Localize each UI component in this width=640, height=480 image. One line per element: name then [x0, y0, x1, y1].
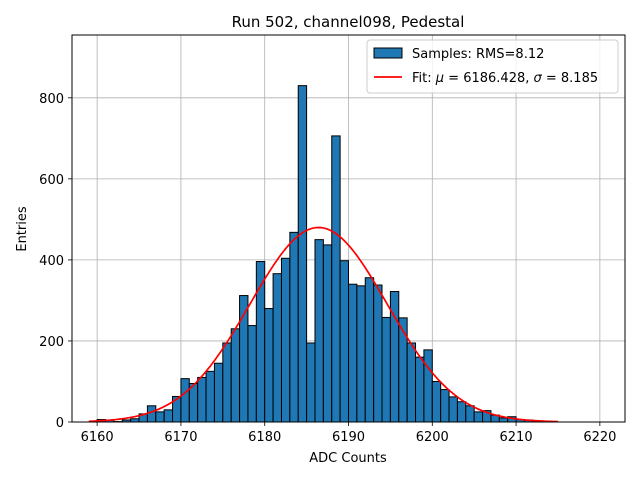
histogram-bar: [230, 328, 241, 423]
histogram-bar: [356, 285, 366, 423]
histogram-bar: [331, 135, 341, 423]
histogram-bar: [163, 409, 174, 423]
x-tick-label: 6180: [248, 430, 281, 445]
legend-fit-label: Fit: μ = 6186.428, σ = 8.185: [412, 71, 598, 86]
histogram-bar: [440, 389, 450, 423]
histogram-bar: [473, 411, 484, 423]
histogram-bar: [423, 349, 433, 423]
histogram-bar: [180, 378, 190, 423]
histogram-bar: [213, 362, 224, 423]
histogram-bar: [364, 277, 375, 423]
histogram-bar: [339, 260, 350, 423]
histogram-bar: [146, 405, 157, 423]
y-axis-ticks: 0 200 400 600 800: [39, 92, 72, 431]
y-tick-label: 200: [39, 335, 64, 350]
histogram-bar: [465, 405, 475, 423]
fit-curve: [88, 226, 558, 423]
histogram-bar: [373, 284, 383, 423]
histogram-bar: [188, 383, 199, 423]
legend-histogram-label: Samples: RMS=8.12: [412, 47, 544, 62]
histogram-bar: [272, 273, 282, 423]
histogram-bar: [306, 342, 316, 423]
y-tick-label: 600: [39, 173, 64, 188]
histogram-bar: [348, 283, 358, 423]
histogram-bar: [205, 370, 215, 423]
histogram-bar: [314, 239, 324, 423]
y-tick-label: 400: [39, 254, 64, 269]
legend: Samples: RMS=8.12 Fit: μ = 6186.428, σ =…: [366, 39, 619, 94]
y-axis-label: Entries: [15, 206, 30, 252]
histogram-bar: [448, 396, 458, 423]
histogram-bar: [322, 244, 333, 423]
fit-curve-layer: [88, 226, 558, 423]
histogram-bar: [431, 380, 442, 423]
histogram-bar: [381, 316, 391, 423]
histogram-bar: [197, 376, 207, 423]
histogram-bar: [297, 85, 308, 423]
x-axis-ticks: 6160 6170 6180 6190 6200 6210 6220: [81, 422, 616, 445]
x-tick-label: 6220: [583, 430, 616, 445]
histogram-bar: [289, 231, 299, 423]
legend-box: [366, 39, 619, 94]
chart-title: Run 502, channel098, Pedestal: [232, 13, 465, 31]
histogram-bars: [96, 85, 534, 423]
histogram-bar: [498, 417, 509, 423]
histogram-bar: [155, 411, 165, 423]
x-tick-label: 6190: [332, 430, 365, 445]
x-tick-label: 6200: [416, 430, 449, 445]
x-tick-label: 6160: [81, 430, 114, 445]
histogram-bar: [406, 342, 417, 423]
histogram-bar: [280, 257, 291, 423]
x-tick-label: 6210: [500, 430, 533, 445]
x-axis-label: ADC Counts: [309, 451, 387, 466]
histogram-bar: [264, 308, 274, 423]
histogram-bar: [222, 342, 232, 423]
y-tick-label: 0: [56, 416, 64, 431]
x-tick-label: 6170: [164, 430, 197, 445]
y-tick-label: 800: [39, 92, 64, 107]
histogram-bar: [398, 317, 408, 423]
histogram-bar: [415, 356, 425, 423]
histogram-bar: [247, 325, 257, 423]
legend-histogram-swatch: [373, 47, 403, 59]
histogram-bar: [456, 401, 467, 423]
